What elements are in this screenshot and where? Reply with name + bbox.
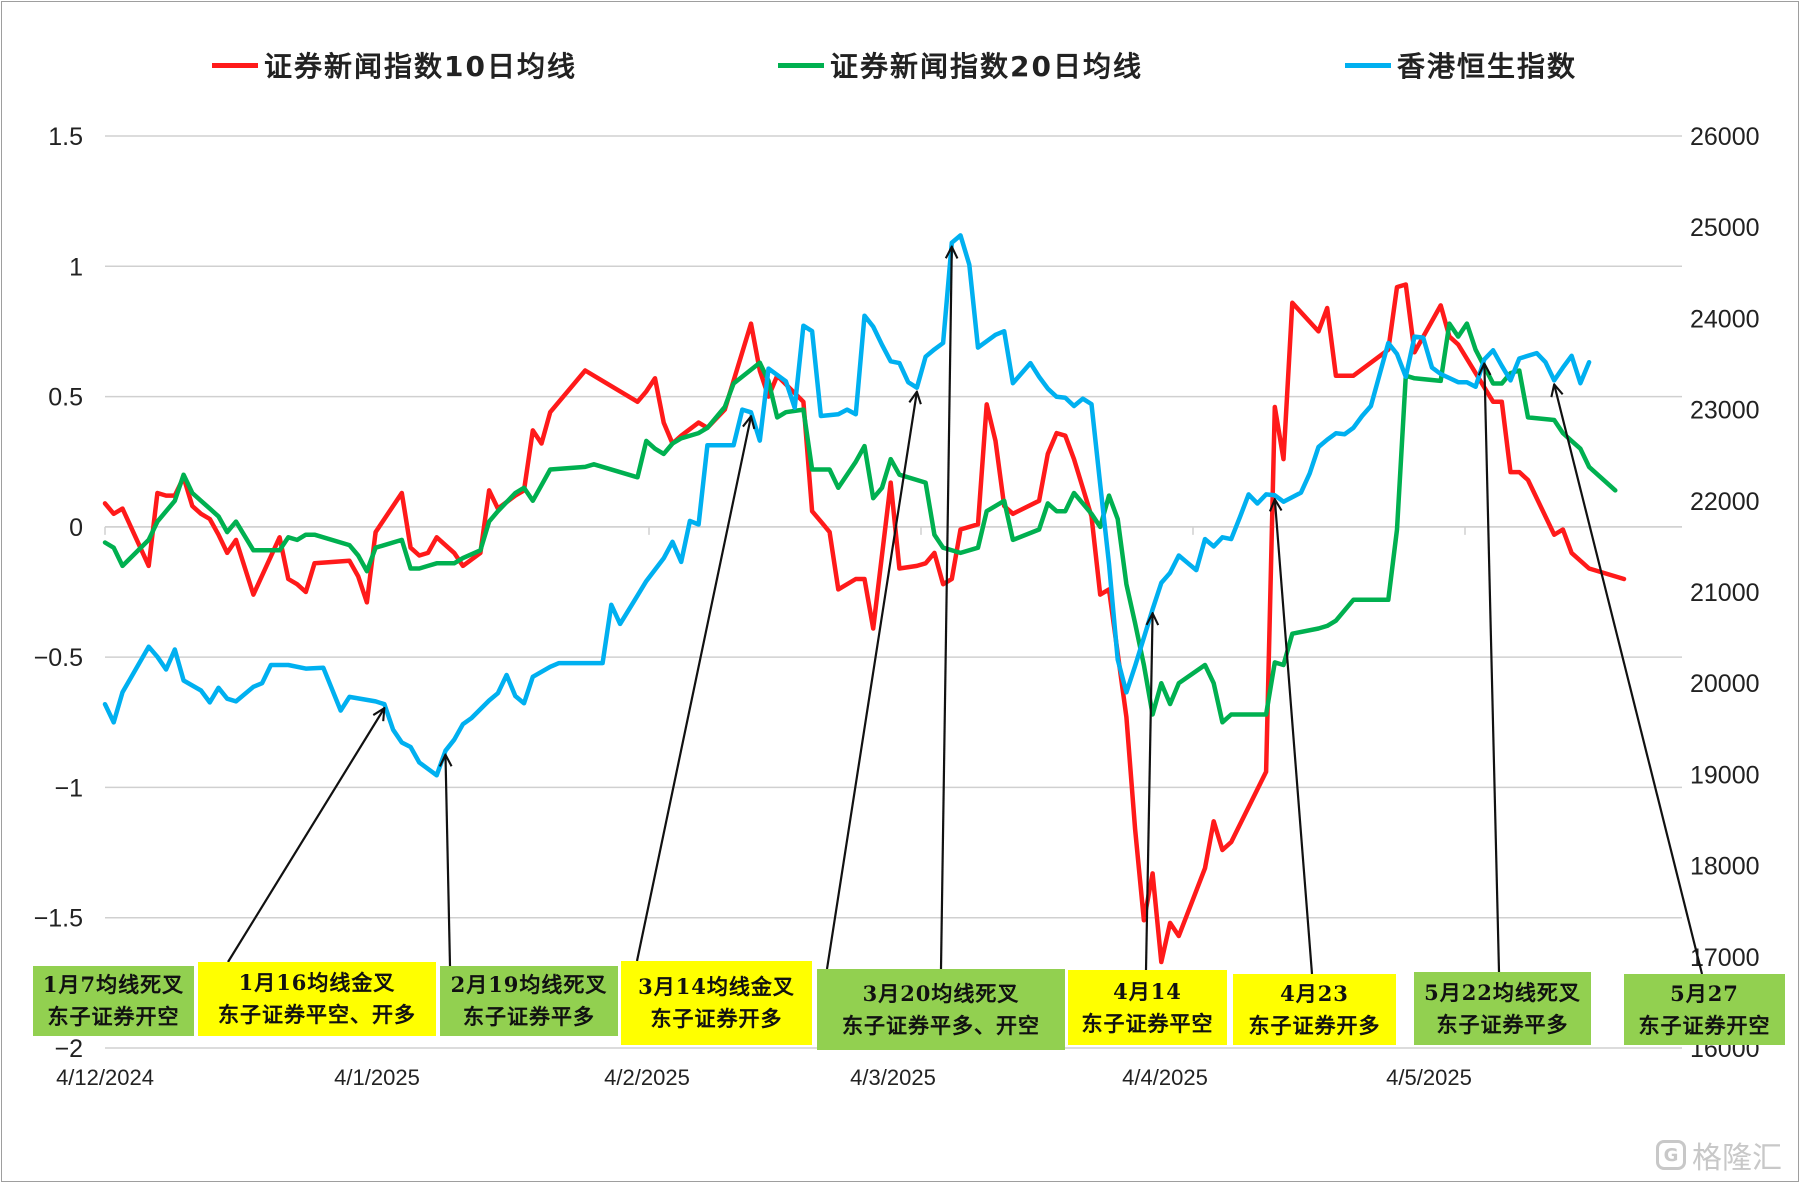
annotation-8-line1: 5月22均线死叉 — [1424, 979, 1581, 1005]
annotation-8-line2: 东子证券平多 — [1436, 1011, 1569, 1037]
annotation-1-line1: 1月7均线死叉 — [42, 972, 185, 997]
left-tick-label: 0 — [69, 514, 83, 542]
left-axis: 1.5 1 0.5 0 −0.5 −1 −1.5 −2 — [34, 123, 83, 1063]
x-axis: 4/12/2024 4/1/2025 4/2/2025 4/3/2025 4/4/202… — [56, 526, 1682, 1090]
left-tick-label: −2 — [54, 1035, 83, 1063]
right-tick-label: 22000 — [1690, 488, 1760, 516]
annotation-box-2: 1月16均线金叉 东子证券平空、开多 — [198, 962, 436, 1036]
annotation-5-line1: 3月20均线死叉 — [862, 980, 1020, 1006]
right-axis: 26000 25000 24000 23000 22000 21000 20000 19000… — [1690, 123, 1760, 1063]
legend-swatch-blue — [1345, 62, 1391, 68]
annotation-arrows — [227, 247, 1704, 975]
annotation-9-line1: 5月27 — [1670, 980, 1739, 1006]
x-tick-label: 4/3/2025 — [850, 1065, 936, 1090]
left-tick-label: −1 — [54, 774, 83, 802]
right-tick-label: 24000 — [1690, 305, 1760, 333]
watermark-logo-icon: G — [1656, 1140, 1686, 1170]
annotation-arrow-6 — [1144, 613, 1153, 971]
right-tick-label: 20000 — [1690, 670, 1760, 698]
annotation-arrow-8 — [1484, 363, 1501, 973]
legend-item-20d: 证券新闻指数20日均线 — [778, 45, 1143, 85]
legend-swatch-red — [212, 62, 258, 68]
annotation-arrow-4 — [825, 392, 917, 970]
left-tick-label: −1.5 — [34, 905, 83, 933]
series-line-1 — [102, 321, 1618, 725]
annotation-4-line2: 东子证券开多 — [650, 1006, 783, 1031]
x-tick-label: 4/1/2025 — [334, 1065, 420, 1090]
gridlines — [105, 135, 1682, 1049]
series-line-0 — [102, 282, 1627, 965]
legend-item-10d: 证券新闻指数10日均线 — [212, 45, 577, 85]
annotation-1-line2: 东子证券开空 — [47, 1004, 180, 1029]
watermark-text: 格隆汇 — [1692, 1141, 1782, 1176]
legend-item-hsi: 香港恒生指数 — [1345, 45, 1577, 85]
annotation-3-line1: 2月19均线死叉 — [450, 972, 608, 997]
right-tick-label: 23000 — [1690, 397, 1760, 425]
legend-label-10d: 证券新闻指数10日均线 — [264, 50, 577, 83]
annotation-arrow-2 — [445, 755, 450, 967]
left-tick-label: 1.5 — [48, 123, 83, 151]
annotation-9-line2: 东子证券开空 — [1638, 1012, 1771, 1038]
right-tick-label: 18000 — [1690, 853, 1760, 881]
annotation-box-4: 3月14均线金叉 东子证券开多 — [621, 961, 812, 1045]
annotation-6-line1: 4月14 — [1113, 978, 1182, 1004]
right-tick-label: 19000 — [1690, 761, 1760, 789]
annotation-5-line2: 东子证券平多、开空 — [842, 1012, 1040, 1038]
series-lines — [102, 233, 1627, 965]
x-tick-label: 4/5/2025 — [1386, 1065, 1472, 1090]
left-tick-label: 1 — [69, 253, 83, 281]
watermark: G 格隆汇 — [1656, 1133, 1782, 1177]
legend-label-hsi: 香港恒生指数 — [1397, 50, 1578, 83]
annotation-7-line2: 东子证券开多 — [1248, 1012, 1381, 1038]
x-tick-label: 4/12/2024 — [56, 1065, 154, 1090]
annotation-arrow-9 — [1554, 384, 1704, 975]
legend-label-20d: 证券新闻指数20日均线 — [830, 50, 1143, 83]
annotation-arrow-1 — [227, 708, 384, 963]
annotation-2-line1: 1月16均线金叉 — [238, 970, 396, 995]
series-line-2 — [102, 233, 1592, 778]
left-tick-label: 0.5 — [48, 384, 83, 412]
annotation-box-1: 1月7均线死叉 东子证券开空 — [33, 966, 194, 1036]
right-tick-label: 25000 — [1690, 214, 1760, 242]
annotation-box-3: 2月19均线死叉 东子证券平多 — [440, 966, 618, 1036]
annotation-arrow-3 — [635, 416, 751, 962]
annotation-box-7: 4月23 东子证券开多 — [1233, 974, 1396, 1045]
annotation-box-6: 4月14 东子证券平空 — [1068, 970, 1227, 1045]
annotation-box-5: 3月20均线死叉 东子证券平多、开空 — [817, 969, 1065, 1050]
right-tick-label: 21000 — [1690, 579, 1760, 607]
annotation-2-line2: 东子证券平空、开多 — [218, 1002, 416, 1027]
annotation-box-8: 5月22均线死叉 东子证券平多 — [1414, 972, 1591, 1045]
x-tick-label: 4/2/2025 — [604, 1065, 690, 1090]
annotation-arrow-5 — [939, 247, 952, 970]
annotation-box-9: 5月27 东子证券开空 — [1624, 974, 1785, 1045]
left-tick-label: −0.5 — [34, 644, 83, 672]
legend-swatch-green — [778, 62, 824, 68]
right-tick-label: 26000 — [1690, 123, 1760, 151]
x-tick-label: 4/4/2025 — [1122, 1065, 1208, 1090]
annotation-4-line1: 3月14均线金叉 — [638, 974, 795, 999]
annotation-6-line2: 东子证券平空 — [1081, 1010, 1214, 1036]
right-tick-label: 17000 — [1690, 944, 1760, 972]
annotation-7-line1: 4月23 — [1280, 980, 1349, 1006]
annotation-arrow-7 — [1275, 499, 1314, 975]
annotation-3-line2: 东子证券平多 — [463, 1004, 595, 1029]
